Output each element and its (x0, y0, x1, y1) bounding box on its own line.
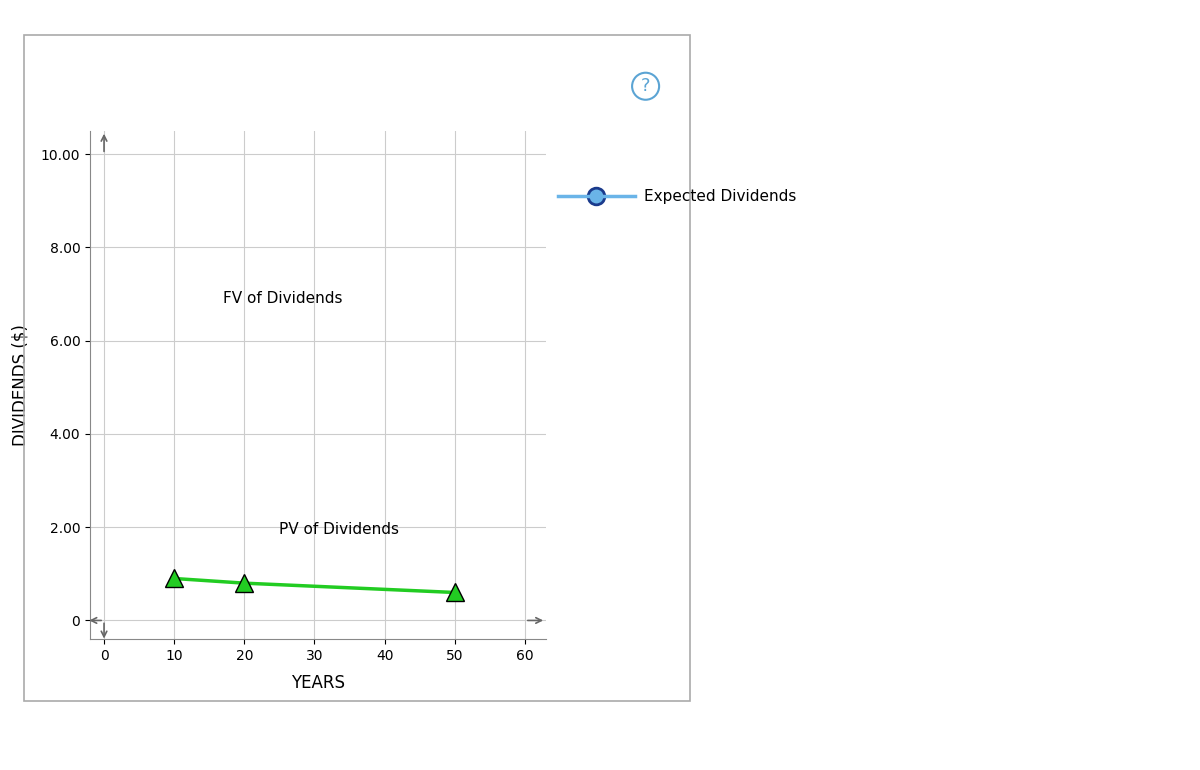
X-axis label: YEARS: YEARS (292, 674, 346, 692)
Text: PV of Dividends: PV of Dividends (280, 522, 400, 537)
Text: FV of Dividends: FV of Dividends (223, 291, 343, 306)
Text: ?: ? (641, 77, 650, 95)
Y-axis label: DIVIDENDS ($): DIVIDENDS ($) (12, 324, 30, 446)
Text: Expected Dividends: Expected Dividends (644, 189, 797, 204)
